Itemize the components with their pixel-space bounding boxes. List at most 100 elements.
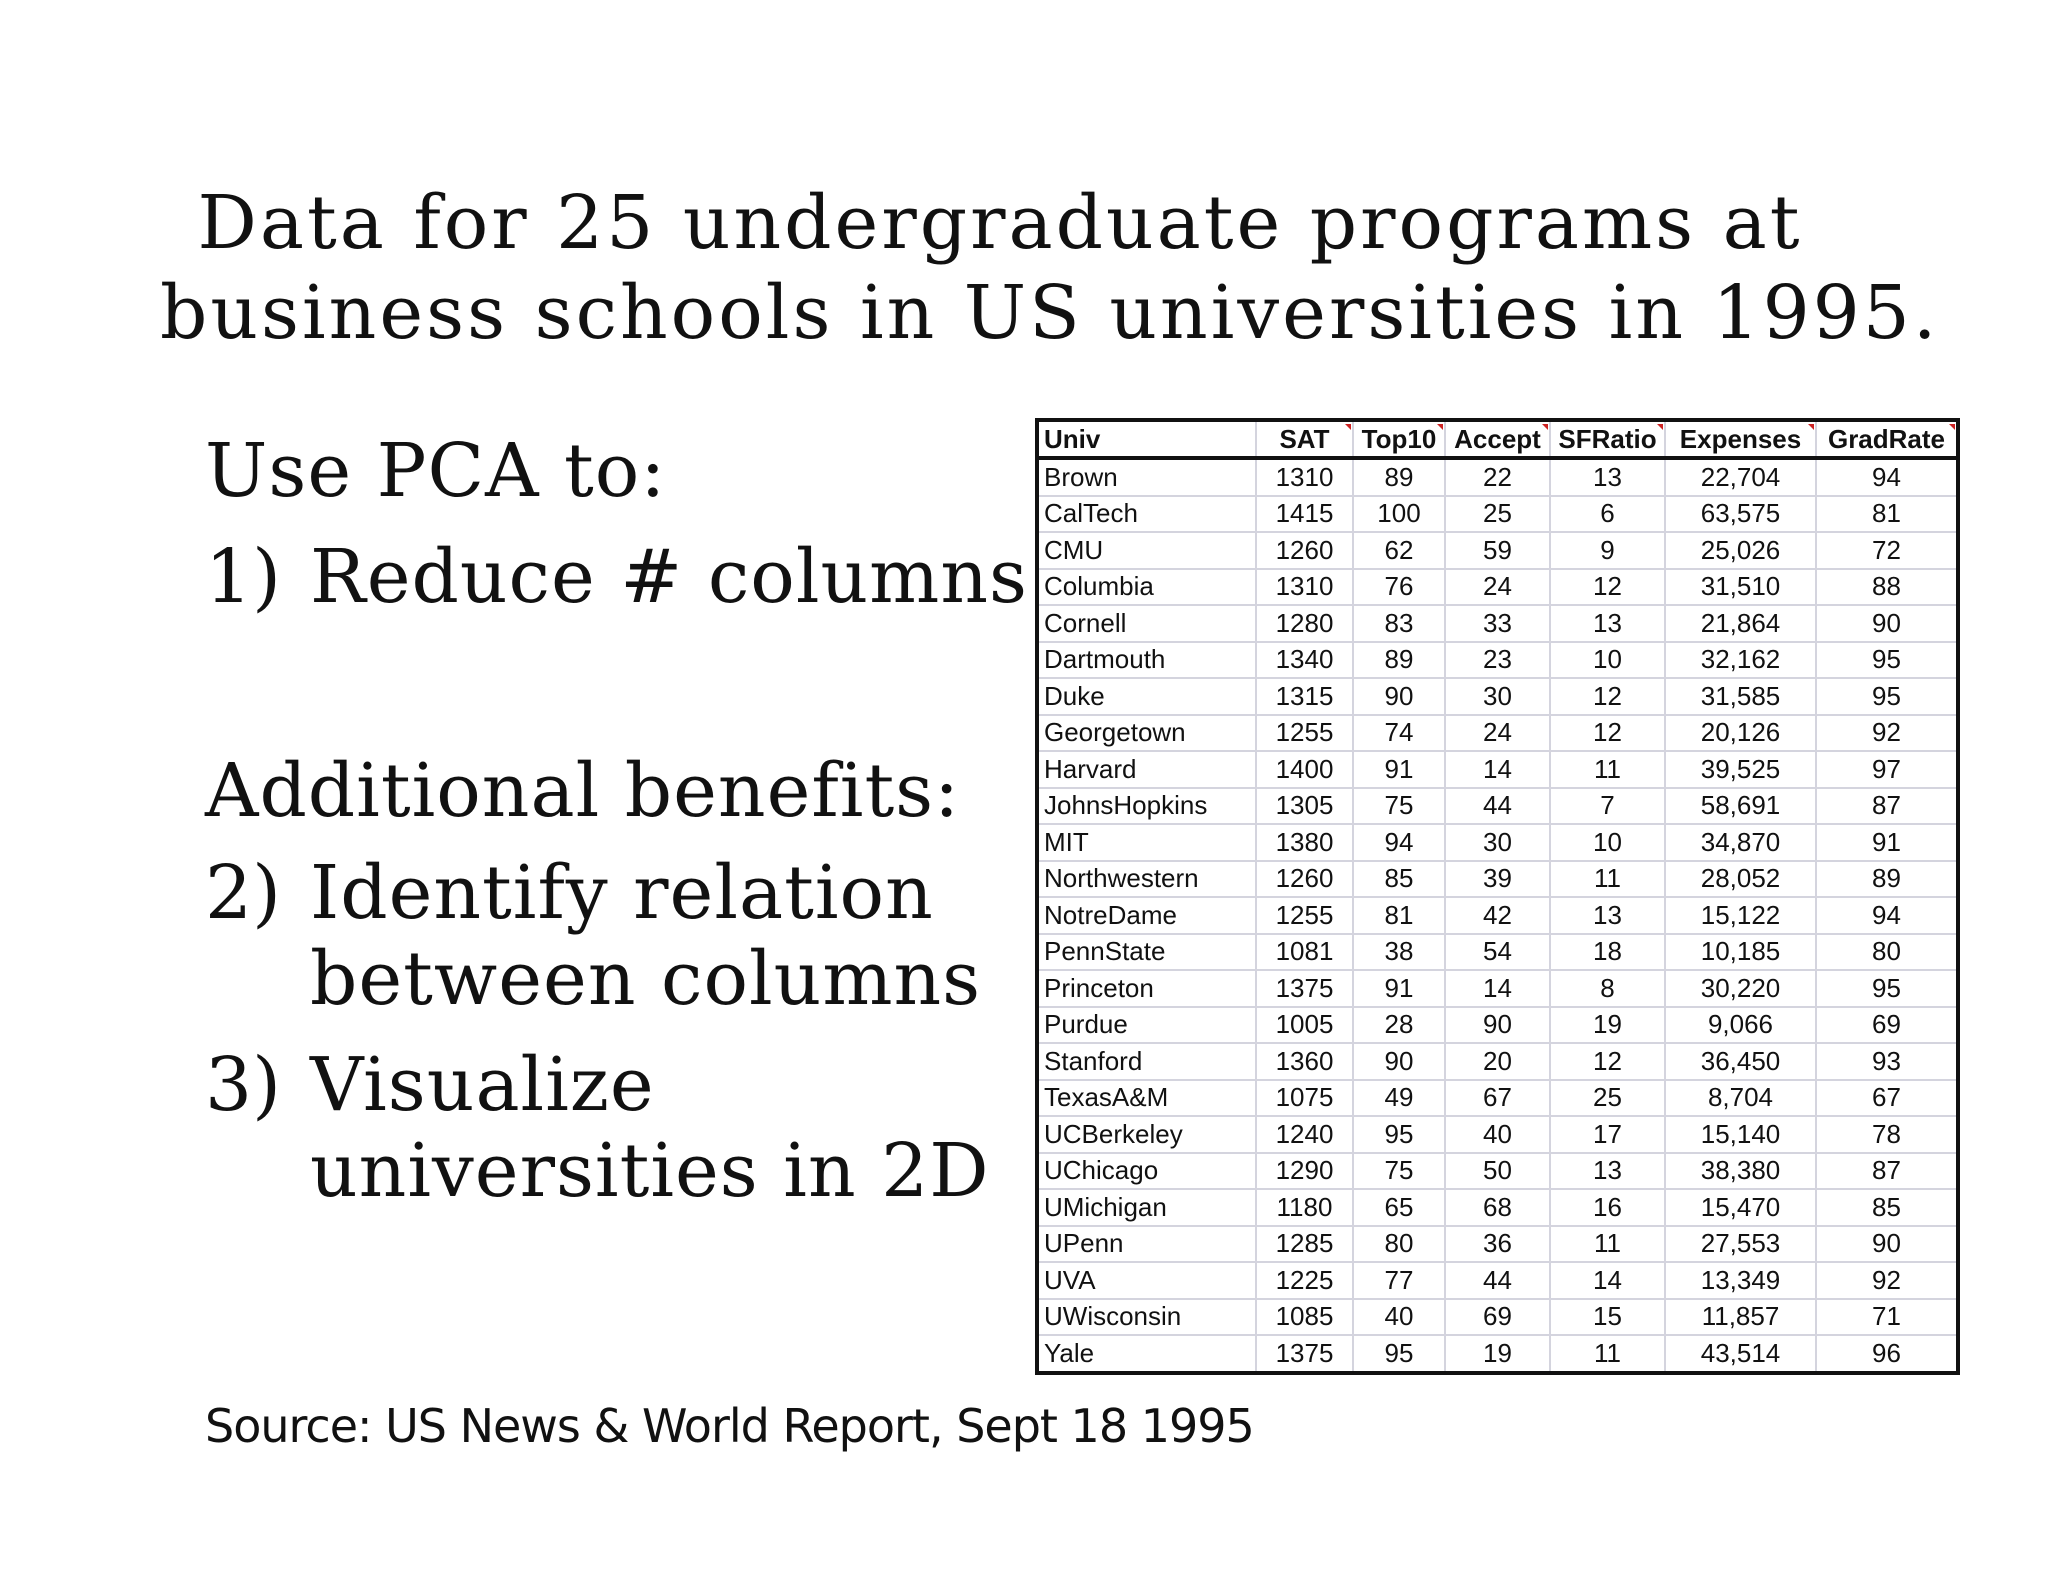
table-cell: 34,870 (1665, 824, 1817, 862)
table-cell: 90 (1353, 1043, 1446, 1081)
table-cell: 14 (1550, 1262, 1666, 1300)
table-cell: 23 (1445, 641, 1551, 679)
table-cell: 42 (1445, 897, 1551, 935)
table-cell: 11 (1550, 860, 1666, 898)
university-name-cell: Princeton (1039, 970, 1257, 1008)
table-cell: 96 (1872, 1337, 1901, 1368)
table-cell: 13,349 (1665, 1262, 1817, 1300)
table-cell: 44 (1445, 1262, 1551, 1300)
table-cell: 24 (1445, 568, 1551, 606)
table-cell: 14 (1445, 970, 1551, 1008)
table-cell: 39 (1445, 860, 1551, 898)
table-cell: 22,704 (1665, 458, 1817, 497)
table-cell: 12 (1550, 568, 1666, 606)
table-cell: 30,220 (1665, 970, 1817, 1008)
table-row: Stanford 1360 90 20 12 36,450 93 (1039, 1043, 1956, 1081)
table-cell: 89 (1353, 458, 1446, 497)
table-cell: 12 (1550, 678, 1666, 716)
table-cell: 32,162 (1665, 641, 1817, 679)
column-header-label: SAT (1279, 423, 1330, 454)
item-1-text: Reduce # columns (310, 534, 1028, 620)
table-row: UChicago 1290 75 50 13 38,380 87 (1039, 1152, 1956, 1190)
table-cell: 18 (1550, 933, 1666, 971)
table-cell: 81 (1816, 495, 1956, 533)
table-cell: 21,864 (1665, 605, 1817, 643)
slide-title: Data for 25 undergraduate programs at bu… (160, 178, 1936, 358)
table-cell: 13 (1550, 1152, 1666, 1190)
table-header-row: Univ SAT Top10 Accept SFRatio Expenses GradRat… (1039, 422, 1956, 460)
table-cell: 19 (1550, 1006, 1666, 1044)
table-cell: 91 (1353, 751, 1446, 789)
table-cell: 1240 (1256, 1116, 1354, 1154)
comment-marker-icon (1345, 424, 1351, 430)
table-row: UVA 1225 77 44 14 13,349 92 (1039, 1262, 1956, 1300)
table-cell: 15,470 (1665, 1189, 1817, 1227)
table-cell: 15,140 (1665, 1116, 1817, 1154)
table-cell: 7 (1550, 787, 1666, 825)
university-name-cell: PennState (1039, 933, 1257, 971)
source-citation: Source: US News & World Report, Sept 18 … (205, 1399, 1255, 1453)
university-name-cell: Columbia (1039, 568, 1257, 606)
table-row: Duke 1315 90 30 12 31,585 95 (1039, 678, 1956, 716)
table-cell: 12 (1550, 1043, 1666, 1081)
table-cell: 39,525 (1665, 751, 1817, 789)
table-cell: 54 (1445, 933, 1551, 971)
item-2-line-2: between columns (310, 936, 982, 1022)
table-cell: 28 (1353, 1006, 1446, 1044)
table-cell: 33 (1445, 605, 1551, 643)
table-cell: 10 (1550, 641, 1666, 679)
table-cell: 11 (1550, 751, 1666, 789)
column-header: Top10 (1353, 422, 1446, 460)
table-cell: 91 (1353, 970, 1446, 1008)
table-row: Princeton 1375 91 14 8 30,220 95 (1039, 970, 1956, 1008)
table-row: Purdue 1005 28 90 19 9,066 69 (1039, 1006, 1956, 1044)
table-row: JohnsHopkins 1305 75 44 7 58,691 87 (1039, 787, 1956, 825)
table-cell: 13 (1550, 458, 1666, 497)
table-cell: 95 (1816, 641, 1956, 679)
table-cell: 1400 (1256, 751, 1354, 789)
table-cell: 36,450 (1665, 1043, 1817, 1081)
table-cell: 88 (1816, 568, 1956, 606)
table-cell: 13 (1550, 897, 1666, 935)
table-cell: 11 (1550, 1225, 1666, 1263)
table-cell: 94 (1816, 458, 1956, 497)
table-cell: 19 (1445, 1335, 1551, 1371)
university-name-cell: Dartmouth (1039, 641, 1257, 679)
table-cell: 1375 (1256, 1335, 1354, 1371)
table-cell: 1415 (1256, 495, 1354, 533)
table-cell: 1310 (1256, 568, 1354, 606)
table-cell: 83 (1353, 605, 1446, 643)
table-cell: 12 (1550, 714, 1666, 752)
table-cell: 95 (1816, 970, 1956, 1008)
university-data-table: Univ SAT Top10 Accept SFRatio Expenses GradRat… (1035, 418, 1960, 1375)
university-name-cell: UMichigan (1039, 1189, 1257, 1227)
table-row: UCBerkeley 1240 95 40 17 15,140 78 (1039, 1116, 1956, 1154)
table-cell: 1255 (1256, 897, 1354, 935)
table-row: Cornell 1280 83 33 13 21,864 90 (1039, 605, 1956, 643)
table-cell: 92 (1816, 714, 1956, 752)
column-header: Accept (1445, 422, 1551, 460)
table-cell: 85 (1353, 860, 1446, 898)
item-2-number: 2) (205, 850, 281, 936)
table-cell: 15 (1550, 1298, 1666, 1336)
column-header: Expenses (1665, 422, 1817, 460)
table-cell: 36 (1445, 1225, 1551, 1263)
table-cell: 90 (1353, 678, 1446, 716)
table-cell: 93 (1816, 1043, 1956, 1081)
university-name-cell: Northwestern (1039, 860, 1257, 898)
university-name-cell: JohnsHopkins (1039, 787, 1257, 825)
table-cell: 77 (1353, 1262, 1446, 1300)
table-cell: 85 (1816, 1189, 1956, 1227)
table-cell: 1280 (1256, 605, 1354, 643)
comment-marker-icon (1437, 424, 1443, 430)
table-cell: 62 (1353, 532, 1446, 570)
table-row: UMichigan 1180 65 68 16 15,470 85 (1039, 1189, 1956, 1227)
table-cell: 97 (1816, 751, 1956, 789)
table-cell: 89 (1816, 860, 1956, 898)
additional-benefits-heading: Additional benefits: (205, 748, 961, 834)
item-3-number: 3) (205, 1042, 281, 1128)
university-name-cell: Yale (1039, 1335, 1257, 1371)
table-cell: 1375 (1256, 970, 1354, 1008)
comment-marker-icon (1542, 424, 1548, 430)
table-cell: 1081 (1256, 933, 1354, 971)
